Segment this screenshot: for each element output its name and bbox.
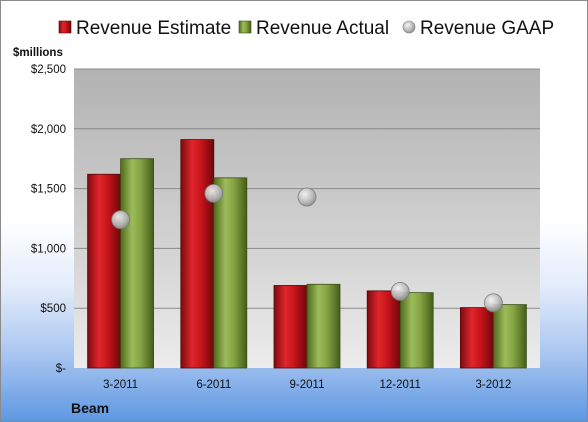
legend-label: Revenue Actual <box>256 18 389 39</box>
y-tick-label: $1,500 <box>31 184 66 196</box>
marker-revenue-gaap <box>297 187 317 207</box>
x-tick-label: 12-2011 <box>380 379 421 391</box>
y-tick-label: $- <box>56 363 66 375</box>
x-tick-label: 3-2011 <box>103 379 138 391</box>
x-tick-label: 3-2012 <box>475 379 511 391</box>
bars <box>87 139 527 369</box>
company-name: Beam <box>71 400 109 416</box>
bar-revenue-actual <box>399 292 434 369</box>
bar-revenue-estimate <box>459 307 494 369</box>
bar-revenue-estimate <box>180 139 215 369</box>
gaap-markers <box>111 183 503 313</box>
legend-swatch-revenue-gaap <box>402 20 416 34</box>
bar-revenue-actual <box>492 304 527 369</box>
marker-revenue-gaap <box>111 210 130 230</box>
y-tick-label: $1,000 <box>31 243 66 255</box>
y-tick-label: $2,000 <box>31 124 66 136</box>
x-tick-label: 6-2011 <box>196 379 231 391</box>
bar-revenue-estimate <box>273 285 308 369</box>
bar-revenue-estimate <box>366 290 401 369</box>
legend-swatch-revenue-estimate <box>58 20 72 34</box>
y-tick-label: $2,500 <box>31 64 66 76</box>
marker-revenue-gaap <box>204 183 224 203</box>
bar-revenue-estimate <box>87 173 121 369</box>
bar-revenue-actual <box>306 283 341 369</box>
y-tick-label: $500 <box>40 303 66 315</box>
legend-swatch-revenue-actual <box>238 20 252 34</box>
marker-revenue-gaap <box>483 293 503 313</box>
legend-label: Revenue GAAP <box>420 18 554 39</box>
bar-revenue-actual <box>120 158 154 369</box>
y-unit-label: $millions <box>13 47 63 59</box>
legend: Revenue Estimate Revenue Actual Revenue GA… <box>58 18 554 39</box>
legend-label: Revenue Estimate <box>76 18 231 39</box>
bar-revenue-actual <box>213 177 248 369</box>
y-axis-ticks: $- $500 $1,000 $1,500 $2,000 $2,500 <box>31 64 66 375</box>
x-axis-ticks: 3-2011 6-2011 9-2011 12-2011 3-2012 <box>103 379 511 391</box>
marker-revenue-gaap <box>390 282 410 301</box>
x-tick-label: 9-2011 <box>290 379 325 391</box>
